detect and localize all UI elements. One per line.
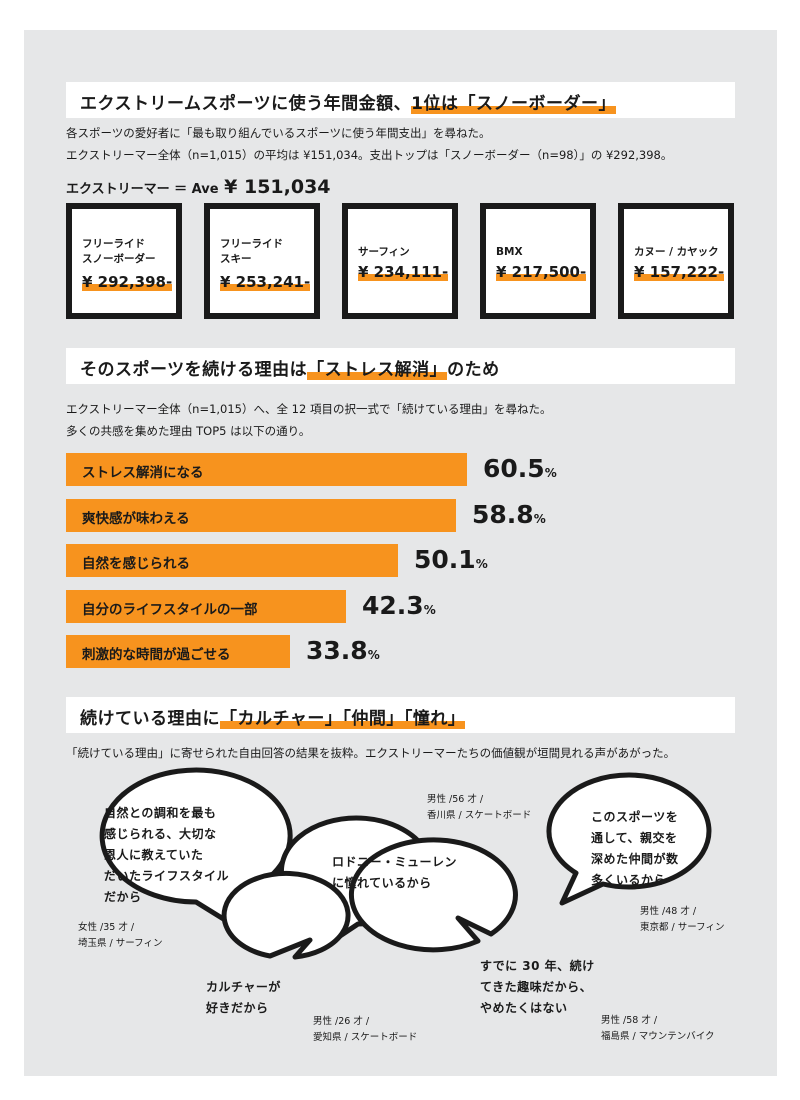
- card-amount: ¥ 157,222-: [634, 263, 725, 281]
- bar-2: 爽快感が味わえる: [66, 499, 456, 532]
- bar-value-label: 58.8%: [472, 500, 546, 529]
- section3-heading: 続けている理由に「カルチャー」「仲間」「憧れ」: [66, 697, 735, 733]
- section1-heading: エクストリームスポーツに使う年間金額、1位は「スノーボーダー」: [66, 82, 735, 118]
- card-sport-name: サーフィン: [358, 246, 410, 258]
- section2-heading-suffix: のため: [447, 360, 500, 380]
- average-label: エクストリーマー ＝ Ave: [66, 182, 219, 197]
- average-value: ¥ 151,034: [224, 176, 331, 198]
- bar-category-label: 刺激的な時間が過ごせる: [82, 647, 231, 663]
- spend-card: サーフィン ¥ 234,111-: [342, 203, 458, 319]
- card-amount: ¥ 217,500-: [496, 263, 587, 281]
- speech-bubble-4: [221, 870, 351, 960]
- spend-card: カヌー / カヤック ¥ 157,222-: [618, 203, 734, 319]
- quote-text: カルチャーが 好きだから: [206, 980, 281, 1015]
- section1-desc-1: 各スポーツの愛好者に「最も取り組んでいるスポーツに使う年間支出」を尋ねた。: [66, 126, 491, 140]
- section2-desc-1: エクストリーマー全体（n=1,015）へ、全 12 項目の択一式で「続けている理…: [66, 402, 552, 416]
- bar-category-label: 自分のライフスタイルの一部: [82, 602, 258, 618]
- section3-desc: 「続けている理由」に寄せられた自由回答の結果を抜粋。エクストリーマーたちの価値観…: [66, 746, 676, 760]
- section2-heading: そのスポーツを続ける理由は「ストレス解消」のため: [66, 348, 735, 384]
- quote-text: このスポーツを 通して、親交を 深めた仲間が数 多くいるから: [591, 810, 679, 887]
- section1-heading-text: エクストリームスポーツに使う年間金額、: [80, 94, 412, 114]
- section1-desc-2: エクストリーマー全体（n=1,015）の平均は ¥151,034。支出トップは「…: [66, 148, 673, 162]
- bar-category-label: 爽快感が味わえる: [82, 511, 190, 527]
- speech-bubble-5: [348, 837, 518, 953]
- section2-heading-text: そのスポーツを続ける理由は: [80, 360, 308, 380]
- section2-desc-2: 多くの共感を集めた理由 TOP5 は以下の通り。: [66, 424, 311, 438]
- quote-respondent: 男性 /56 才 / 香川県 / スケートボード: [427, 794, 532, 821]
- bar-value-label: 60.5%: [483, 454, 557, 483]
- quote-text: すでに 30 年、続け てきた趣味だから、 やめたくはない: [480, 959, 595, 1015]
- section3-heading-highlight: 「カルチャー」「仲間」「憧れ」: [220, 709, 466, 729]
- card-sport-name: カヌー / カヤック: [634, 246, 719, 258]
- bar-5: 刺激的な時間が過ごせる: [66, 635, 290, 668]
- quote-respondent: 男性 /58 才 / 福島県 / マウンテンバイク: [601, 1015, 715, 1042]
- spend-card: フリーライド スキー ¥ 253,241-: [204, 203, 320, 319]
- section1-heading-highlight: 1位は「スノーボーダー」: [411, 94, 616, 114]
- bar-1: ストレス解消になる: [66, 453, 467, 486]
- quote-respondent: 男性 /26 才 / 愛知県 / スケートボード: [313, 1016, 418, 1043]
- section2-heading-highlight: 「ストレス解消」: [307, 360, 448, 380]
- bar-4: 自分のライフスタイルの一部: [66, 590, 346, 623]
- speech-bubble-3: [546, 772, 712, 906]
- card-sport-name: フリーライド スノーボーダー: [82, 238, 156, 265]
- section3-heading-text: 続けている理由に: [80, 709, 220, 729]
- spend-card: BMX ¥ 217,500-: [480, 203, 596, 319]
- quote-text: 自然との調和を最も 感じられる、大切な 恩人に教えていた だいたライフスタイル …: [104, 806, 230, 904]
- card-amount: ¥ 253,241-: [220, 273, 311, 291]
- bar-value-label: 33.8%: [306, 636, 380, 665]
- card-amount: ¥ 292,398-: [82, 273, 173, 291]
- card-sport-name: BMX: [496, 246, 523, 258]
- bar-value-label: 50.1%: [414, 545, 488, 574]
- bar-category-label: ストレス解消になる: [82, 465, 204, 481]
- quote-respondent: 男性 /48 才 / 東京都 / サーフィン: [640, 906, 725, 933]
- spend-card: フリーライド スノーボーダー ¥ 292,398-: [66, 203, 182, 319]
- bar-category-label: 自然を感じられる: [82, 556, 190, 572]
- quote-respondent: 女性 /35 才 / 埼玉県 / サーフィン: [78, 922, 163, 949]
- bar-value-label: 42.3%: [362, 591, 436, 620]
- quote-text: ロドニー・ミューレン に憧れているから: [332, 855, 458, 890]
- card-sport-name: フリーライド スキー: [220, 238, 283, 265]
- average-line: エクストリーマー ＝ Ave ¥ 151,034: [66, 176, 331, 198]
- bar-3: 自然を感じられる: [66, 544, 398, 577]
- card-amount: ¥ 234,111-: [358, 263, 449, 281]
